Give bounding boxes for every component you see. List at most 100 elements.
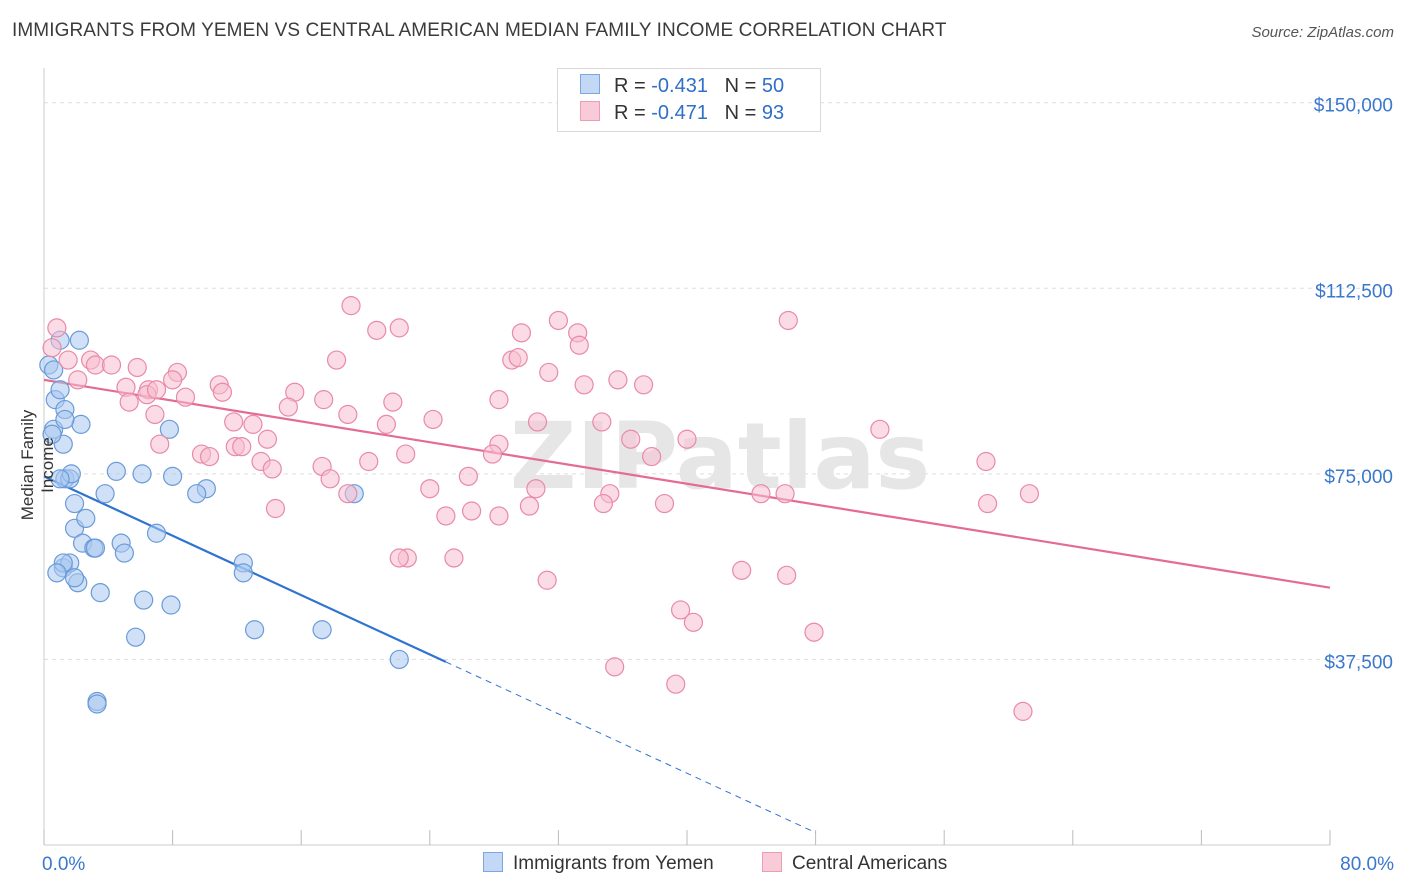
central-point xyxy=(574,375,594,395)
central-point xyxy=(489,506,509,526)
central-point xyxy=(320,469,340,489)
central-point xyxy=(314,390,334,410)
yemen-point xyxy=(114,543,134,563)
central-point xyxy=(127,357,147,378)
bottom-legend-label-central: Central Americans xyxy=(792,853,948,874)
central-point xyxy=(976,451,996,472)
legend-r-value: -0.471 xyxy=(651,102,708,124)
central-point xyxy=(621,429,641,449)
bottom-legend-yemen: Immigrants from Yemen xyxy=(483,852,714,875)
yemen-point xyxy=(146,523,167,543)
yemen-point xyxy=(312,620,332,640)
central-point xyxy=(150,434,170,454)
central-point xyxy=(666,674,686,694)
central-point xyxy=(777,565,797,585)
bottom-legend-swatch-yemen xyxy=(483,852,503,872)
central-point xyxy=(163,370,183,390)
legend-n-label: N = xyxy=(724,75,757,97)
central-point xyxy=(389,318,409,338)
yemen-point xyxy=(161,595,181,615)
central-point xyxy=(482,444,503,464)
central-point xyxy=(257,429,278,449)
yemen-point xyxy=(132,464,152,484)
central-point xyxy=(804,622,824,642)
central-point xyxy=(732,560,752,580)
yemen-point xyxy=(233,563,253,583)
central-point xyxy=(1019,484,1039,504)
central-point xyxy=(593,493,614,514)
tick-labels: $150,000 $112,500 $75,000 $37,500 0.0% 80.0% xyxy=(42,96,1394,875)
central-point xyxy=(243,414,263,434)
yemen-point xyxy=(64,493,85,514)
central-point xyxy=(548,310,569,331)
central-point xyxy=(537,570,557,590)
central-point xyxy=(224,412,244,432)
central-point xyxy=(68,370,88,390)
central-point xyxy=(376,414,396,434)
central-point xyxy=(101,355,122,375)
central-point xyxy=(508,347,528,368)
y-tick-label: $37,500 xyxy=(1324,652,1393,673)
central-point xyxy=(519,496,540,516)
data-points xyxy=(39,296,1039,721)
central-point xyxy=(212,382,233,402)
yemen-point xyxy=(389,649,409,670)
central-point xyxy=(1013,701,1033,721)
central-point xyxy=(683,612,704,632)
central-point xyxy=(367,320,387,340)
central-point xyxy=(383,392,403,412)
yemen-point xyxy=(244,620,265,640)
central-point xyxy=(265,498,286,519)
central-point xyxy=(527,412,548,432)
central-point xyxy=(526,479,546,499)
central-point xyxy=(146,380,167,400)
central-point xyxy=(341,296,361,316)
central-point xyxy=(654,493,675,514)
source-label: Source: ZipAtlas.com xyxy=(1251,24,1394,41)
legend-row-central: R = -0.471 N = 93 xyxy=(580,101,784,127)
central-point xyxy=(423,409,443,430)
legend-n-label: N = xyxy=(724,102,757,124)
central-trend-line xyxy=(43,378,1331,589)
legend: R = -0.431 N = 50 R = -0.471 N = 93 xyxy=(557,68,821,132)
chart-title: IMMIGRANTS FROM YEMEN VS CENTRAL AMERICA… xyxy=(12,20,947,41)
central-point xyxy=(775,484,795,504)
legend-n-value: 50 xyxy=(761,75,785,97)
central-point xyxy=(396,444,416,464)
yemen-point xyxy=(126,627,146,647)
x-tick-label: 0.0% xyxy=(42,854,85,875)
y-axis-label: Median Family Income xyxy=(18,409,57,521)
yemen-point xyxy=(85,538,106,558)
central-point xyxy=(670,600,691,620)
central-point xyxy=(175,387,196,407)
central-point xyxy=(605,657,625,677)
yemen-point xyxy=(95,484,115,504)
central-point xyxy=(436,506,456,526)
yemen-point xyxy=(87,694,107,714)
central-point xyxy=(58,350,78,370)
yemen-point xyxy=(44,360,64,380)
central-point xyxy=(608,370,628,390)
central-point xyxy=(389,548,409,568)
central-point xyxy=(262,459,282,479)
legend-r-label: R = xyxy=(614,102,646,124)
legend-r-label: R = xyxy=(614,75,646,97)
central-point xyxy=(642,446,662,467)
bottom-legend-central: Central Americans xyxy=(762,852,947,875)
y-tick-label: $150,000 xyxy=(1314,96,1393,117)
yemen-point xyxy=(47,563,67,583)
yemen-point xyxy=(71,414,91,434)
central-point xyxy=(489,390,509,410)
yemen-trend-extension xyxy=(445,661,816,834)
yemen-point xyxy=(159,419,179,439)
yemen-point xyxy=(106,461,126,481)
yemen-point xyxy=(69,330,89,350)
central-point xyxy=(232,437,252,457)
central-point xyxy=(870,419,890,439)
bottom-legend-swatch-central xyxy=(762,852,782,872)
y-tick-label: $112,500 xyxy=(1315,281,1393,302)
central-point xyxy=(978,493,998,514)
yemen-point xyxy=(50,380,70,400)
yemen-point xyxy=(187,484,207,504)
